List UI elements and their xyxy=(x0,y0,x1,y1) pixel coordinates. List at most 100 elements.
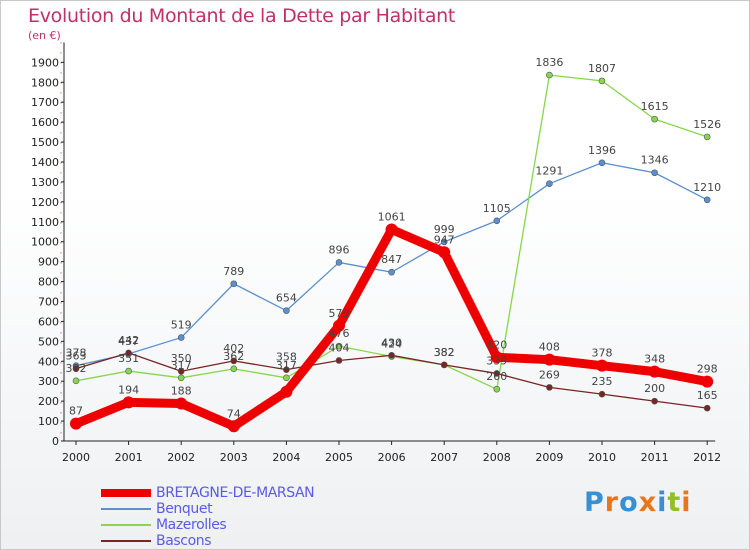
chart-subtitle: (en €) xyxy=(28,29,61,42)
data-point xyxy=(598,159,606,167)
proxiti-logo: Proxiti xyxy=(584,487,692,518)
data-point xyxy=(72,377,80,385)
data-label: 348 xyxy=(644,353,665,366)
data-point xyxy=(70,417,82,430)
data-point xyxy=(546,71,553,79)
x-tick-label: 2002 xyxy=(167,451,195,464)
data-label: 351 xyxy=(118,352,139,365)
data-point xyxy=(335,259,343,266)
data-point xyxy=(333,319,345,332)
data-label: 302 xyxy=(66,362,87,375)
data-label: 362 xyxy=(223,350,244,363)
legend-swatch-mazerolles xyxy=(101,524,151,526)
y-tick-label: 1500 xyxy=(31,136,59,149)
x-tick-label: 2000 xyxy=(62,451,90,464)
data-point xyxy=(493,385,501,393)
series-bascons xyxy=(72,349,711,412)
y-tick-label: 300 xyxy=(38,375,59,388)
data-point xyxy=(546,384,553,391)
data-label: 847 xyxy=(381,253,402,266)
data-label: 789 xyxy=(223,265,244,278)
data-label: 194 xyxy=(118,383,139,396)
data-label: 87 xyxy=(69,405,83,418)
data-point xyxy=(175,397,188,410)
legend-label-bretagne: BRETAGNE-DE-MARSAN xyxy=(156,485,315,501)
legend-label-mazerolles: Mazerolles xyxy=(156,517,227,533)
y-tick-label: 0 xyxy=(52,435,59,448)
data-label: 200 xyxy=(644,382,665,395)
data-point xyxy=(438,246,451,259)
logo-letter: x xyxy=(638,487,658,518)
y-tick-label: 700 xyxy=(38,295,59,308)
data-point xyxy=(701,375,714,388)
data-point xyxy=(493,217,501,225)
data-point xyxy=(230,280,238,288)
data-point xyxy=(546,180,553,188)
data-label: 420 xyxy=(486,338,507,351)
data-point xyxy=(598,77,606,85)
legend-swatch-bascons xyxy=(101,540,151,542)
data-label: 1291 xyxy=(535,165,563,178)
data-label: 378 xyxy=(592,347,613,360)
data-label: 404 xyxy=(329,341,350,354)
data-label: 1526 xyxy=(693,118,721,131)
x-tick-label: 2005 xyxy=(325,451,353,464)
data-label: 1836 xyxy=(535,56,563,69)
data-label: 1346 xyxy=(641,154,669,167)
logo-letter: i xyxy=(657,487,668,518)
data-label: 947 xyxy=(434,233,455,246)
data-label: 424 xyxy=(381,337,402,350)
y-tick-label: 1600 xyxy=(31,116,59,129)
data-point xyxy=(125,349,132,357)
data-point xyxy=(598,390,606,398)
y-tick-label: 600 xyxy=(38,315,59,328)
x-tick-label: 2010 xyxy=(588,451,616,464)
data-label: 1807 xyxy=(588,62,616,75)
x-tick-label: 2012 xyxy=(693,451,721,464)
data-point xyxy=(493,370,501,377)
data-label: 269 xyxy=(539,368,560,381)
logo-letter: o xyxy=(619,487,639,518)
data-point xyxy=(177,334,185,341)
data-label: 896 xyxy=(329,243,350,256)
data-point xyxy=(651,169,658,177)
y-tick-label: 900 xyxy=(38,256,59,269)
data-point xyxy=(177,374,185,382)
data-point xyxy=(335,342,343,350)
x-tick-label: 2003 xyxy=(220,451,248,464)
data-label: 579 xyxy=(329,307,350,320)
data-label: 1615 xyxy=(641,100,669,113)
data-point xyxy=(703,196,711,204)
x-tick-label: 2001 xyxy=(115,451,143,464)
logo-letter: i xyxy=(681,487,692,518)
logo-letter: P xyxy=(584,487,605,518)
data-label: 442 xyxy=(118,334,139,347)
data-label: 363 xyxy=(66,350,87,363)
data-label: 235 xyxy=(592,375,613,388)
data-label: 317 xyxy=(276,359,297,372)
x-tick-label: 2009 xyxy=(535,451,563,464)
legend-swatch-bretagne xyxy=(101,489,151,497)
data-point xyxy=(72,365,80,372)
data-point xyxy=(125,367,132,375)
data-point xyxy=(490,351,503,364)
data-point xyxy=(388,268,395,276)
data-point xyxy=(177,367,185,375)
data-label: 1210 xyxy=(693,181,721,194)
x-tick-label: 2007 xyxy=(430,451,458,464)
data-label: 476 xyxy=(329,327,350,340)
logo-letter: r xyxy=(604,487,620,518)
x-tick-label: 2004 xyxy=(272,451,300,464)
data-point xyxy=(703,133,711,141)
data-label: 350 xyxy=(171,352,192,365)
legend-label-bascons: Bascons xyxy=(156,533,212,549)
data-point xyxy=(122,396,135,409)
y-tick-label: 800 xyxy=(38,276,59,289)
y-tick-label: 1200 xyxy=(31,196,59,209)
y-tick-label: 1800 xyxy=(31,76,59,89)
data-label: 378 xyxy=(66,347,87,360)
data-point xyxy=(388,352,395,359)
x-tick-label: 2011 xyxy=(641,451,669,464)
data-point xyxy=(283,374,290,382)
